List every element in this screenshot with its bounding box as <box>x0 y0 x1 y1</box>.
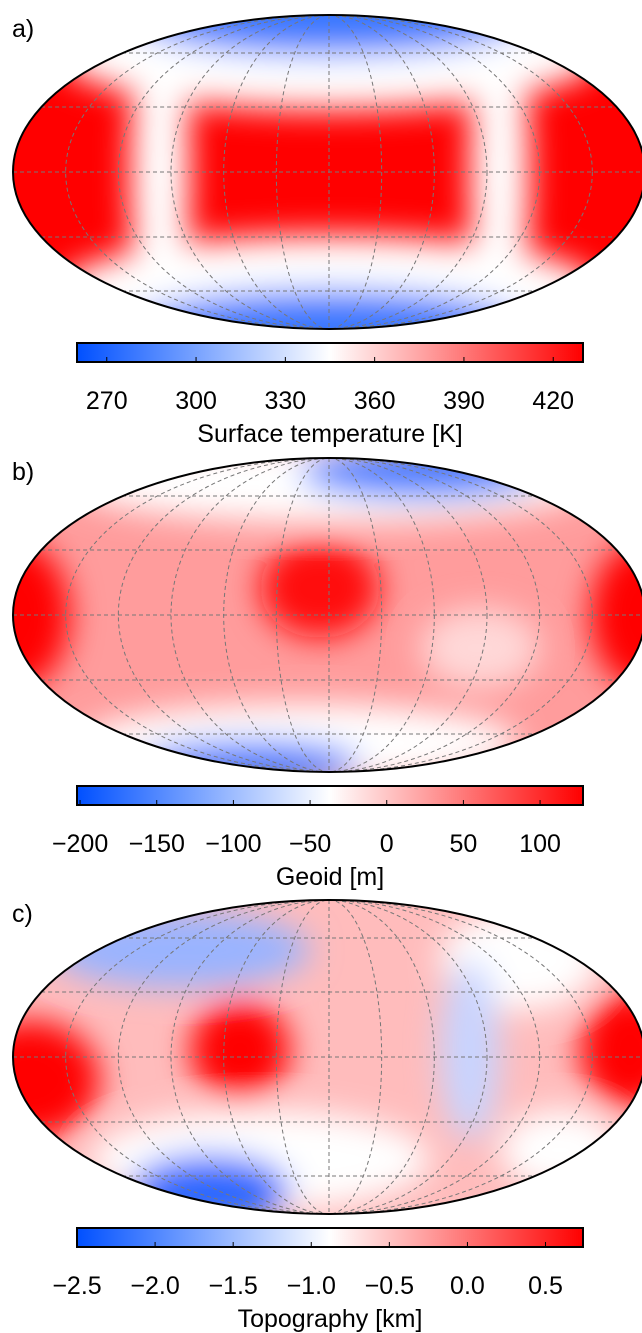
x-tick-label: −200 <box>52 830 108 858</box>
map-outline <box>12 457 642 773</box>
x-tick-label: 390 <box>443 387 485 415</box>
graticule <box>13 457 642 773</box>
x-tick-label: −150 <box>129 830 185 858</box>
x-tick-label: −0.5 <box>365 1272 414 1300</box>
colorbar-label: Topography [km] <box>238 1305 423 1333</box>
field <box>13 15 642 329</box>
x-tick-label: 0.5 <box>528 1272 563 1300</box>
x-tick-label: 360 <box>354 387 396 415</box>
x-tick-label: −50 <box>289 830 331 858</box>
colorbar <box>76 342 584 363</box>
x-tick-label: 100 <box>519 830 561 858</box>
x-tick-label: 270 <box>86 387 128 415</box>
x-tick-label: 50 <box>449 830 477 858</box>
x-tick-label: −100 <box>205 830 261 858</box>
x-tick-label: −1.0 <box>287 1272 336 1300</box>
panel-label: c) <box>12 900 33 928</box>
meridian <box>65 899 593 1215</box>
colorbar <box>76 1227 584 1248</box>
colorbar-label: Geoid [m] <box>276 863 384 891</box>
x-tick-label: −1.5 <box>208 1272 257 1300</box>
x-tick-label: 0.0 <box>450 1272 485 1300</box>
x-tick-label: −2.5 <box>52 1272 101 1300</box>
map-outline <box>12 899 642 1215</box>
field <box>13 900 642 1214</box>
x-tick-label: −2.0 <box>130 1272 179 1300</box>
x-tick-label: 330 <box>264 387 306 415</box>
meridian <box>65 457 593 773</box>
colorbar-label: Surface temperature [K] <box>197 420 462 448</box>
panel-label: a) <box>12 15 34 43</box>
x-tick-label: 420 <box>532 387 574 415</box>
meridian <box>65 14 593 330</box>
x-tick-label: 0 <box>380 830 394 858</box>
panel-label: b) <box>12 458 34 486</box>
x-tick-label: 300 <box>175 387 217 415</box>
colorbar <box>76 785 584 806</box>
map-outline <box>12 14 642 330</box>
